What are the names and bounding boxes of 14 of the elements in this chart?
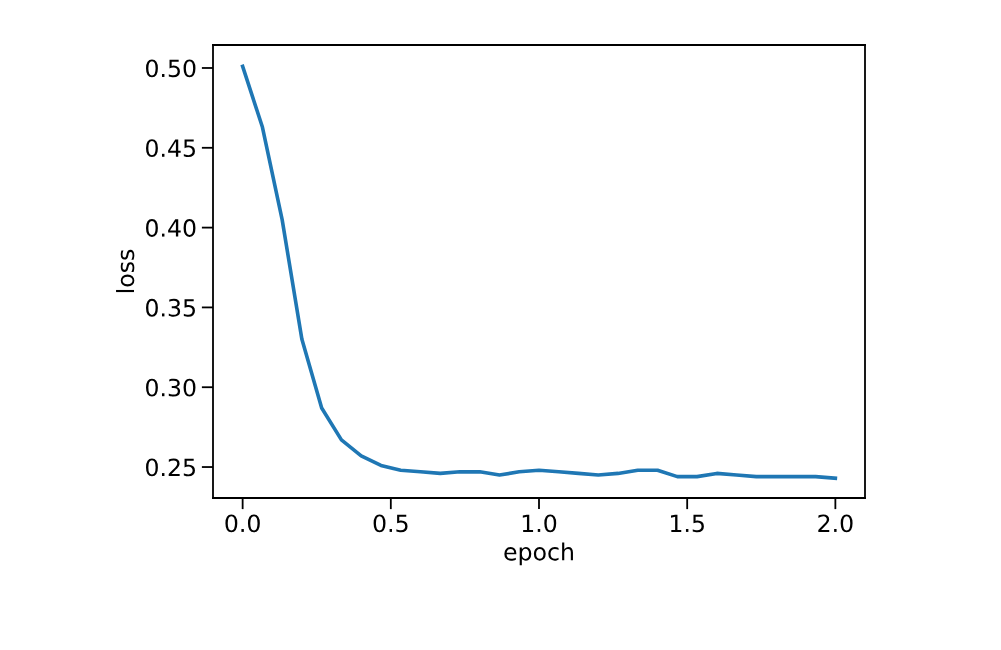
x-tick-label: 1.0 — [522, 514, 557, 533]
y-tick-label: 0.25 — [146, 458, 195, 477]
y-tick-label: 0.45 — [146, 139, 195, 158]
y-tick-label: 0.30 — [146, 378, 196, 397]
x-tick-label: 1.5 — [671, 514, 704, 533]
x-tick-label: 0.5 — [373, 514, 408, 533]
y-tick-label: 0.40 — [146, 219, 196, 237]
y-tick-label: 0.50 — [146, 59, 196, 78]
y-tick-label: 0.35 — [146, 298, 195, 317]
x-tick-label: 0.0 — [225, 514, 260, 533]
x-axis-title: epoch — [504, 542, 573, 566]
x-tick-label: 2.0 — [818, 514, 853, 533]
y-axis-title: loss — [116, 249, 135, 293]
line-series — [240, 64, 838, 481]
